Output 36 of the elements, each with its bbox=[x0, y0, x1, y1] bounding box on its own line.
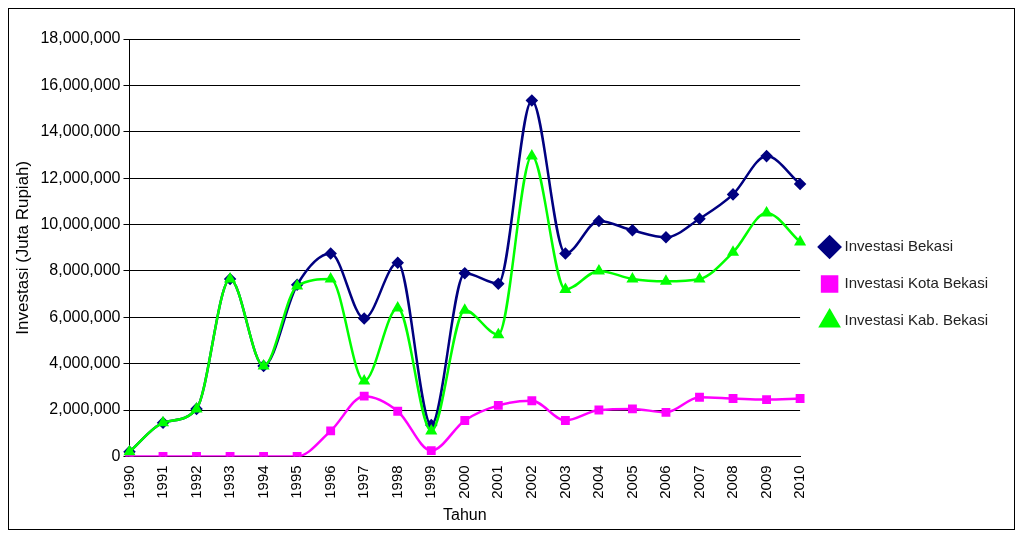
x-tick-label: 1992 bbox=[186, 465, 204, 499]
x-tick-label: 2002 bbox=[521, 465, 539, 499]
y-tick-label: 8,000,000 bbox=[49, 261, 121, 279]
legend-label: Investasi Kab. Bekasi bbox=[844, 311, 989, 329]
x-tick-label: 1997 bbox=[354, 465, 372, 499]
x-tick-label: 1993 bbox=[220, 465, 238, 499]
y-tick-label: 0 bbox=[111, 446, 121, 464]
x-tick-label: 1994 bbox=[253, 465, 271, 499]
y-tick-label: 10,000,000 bbox=[40, 214, 121, 232]
x-tick-label: 2001 bbox=[488, 465, 506, 499]
x-tick-label: 2005 bbox=[622, 465, 640, 499]
x-tick-label: 2008 bbox=[723, 465, 741, 499]
x-tick-label: 1991 bbox=[153, 465, 171, 499]
y-tick-label: 4,000,000 bbox=[49, 354, 121, 372]
x-tick-label: 2010 bbox=[790, 465, 808, 499]
y-tick-label: 12,000,000 bbox=[40, 168, 121, 186]
y-tick-label: 6,000,000 bbox=[49, 307, 121, 325]
x-tick-label: 1990 bbox=[119, 465, 137, 499]
x-tick-label: 1996 bbox=[320, 465, 338, 499]
y-tick-label: 14,000,000 bbox=[40, 122, 121, 140]
x-tick-label: 1999 bbox=[421, 465, 439, 499]
y-tick-label: 18,000,000 bbox=[40, 29, 121, 47]
legend-label: Investasi Bekasi bbox=[844, 237, 953, 255]
x-axis-title: Tahun bbox=[442, 505, 487, 523]
y-tick-label: 2,000,000 bbox=[49, 400, 121, 418]
y-axis-title: Investasi (Juta Rupiah) bbox=[12, 160, 32, 335]
x-tick-label: 2009 bbox=[756, 465, 774, 499]
legend-label: Investasi Kota Bekasi bbox=[844, 274, 989, 292]
x-tick-label: 1995 bbox=[287, 465, 305, 499]
x-tick-label: 2007 bbox=[689, 465, 707, 499]
x-tick-label: 2004 bbox=[589, 465, 607, 499]
x-tick-label: 1998 bbox=[387, 465, 405, 499]
x-tick-label: 2006 bbox=[656, 465, 674, 499]
x-tick-label: 2000 bbox=[454, 465, 472, 499]
x-tick-label: 2003 bbox=[555, 465, 573, 499]
y-tick-label: 16,000,000 bbox=[40, 75, 121, 93]
